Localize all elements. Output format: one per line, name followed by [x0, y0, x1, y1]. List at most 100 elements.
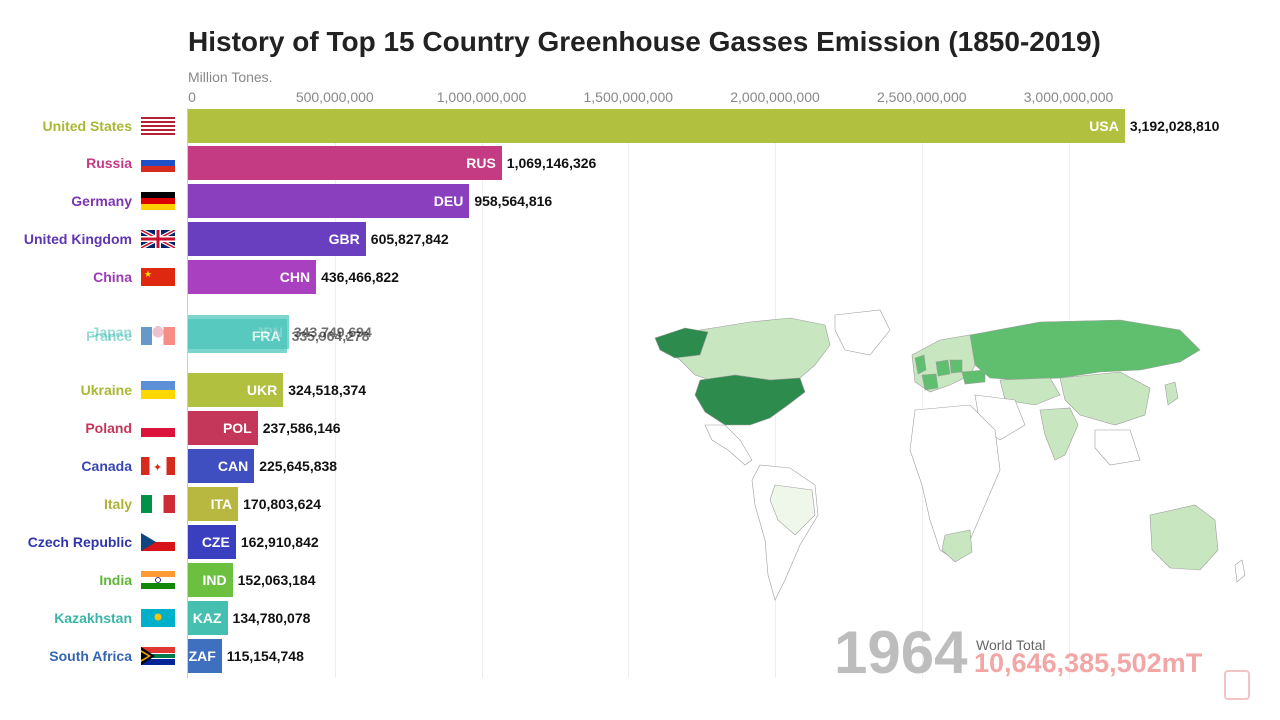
- map-russia: [969, 319, 1201, 381]
- flag-usa-icon: [141, 117, 175, 135]
- bar-code-label: USA: [1089, 118, 1119, 134]
- bar-value-label: 335,964,278: [291, 328, 370, 344]
- x-tick-label: 2,500,000,000: [876, 89, 967, 105]
- bar-can: CAN: [188, 449, 255, 483]
- bar-code-label: CAN: [217, 458, 249, 474]
- bar-value-label: 958,564,816: [474, 193, 553, 209]
- map-ukraine: [961, 369, 986, 385]
- bar-value-label: 134,780,078: [232, 610, 311, 626]
- flag-kazakhstan-icon: [141, 609, 175, 627]
- bar-ind: IND: [188, 563, 233, 597]
- map-kazakhstan: [999, 377, 1061, 406]
- bar-deu: DEU: [188, 184, 470, 218]
- country-label: Poland: [85, 420, 132, 436]
- country-label: Russia: [86, 155, 132, 171]
- bar-code-label: KAZ: [192, 610, 222, 626]
- bar-code-label: UKR: [246, 382, 278, 398]
- bar-value-label: 162,910,842: [240, 534, 319, 550]
- bar-code-label: POL: [222, 420, 252, 436]
- bar-value-label: 237,586,146: [262, 420, 341, 436]
- country-label: United States: [42, 118, 132, 134]
- map-uk: [914, 354, 927, 375]
- country-label: South Africa: [49, 648, 132, 664]
- bar-value-label: 605,827,842: [370, 231, 449, 247]
- x-tick-label: 1,000,000,000: [436, 89, 527, 105]
- map-mexico: [704, 424, 753, 466]
- flag-poland-icon: [141, 419, 175, 437]
- map-south-africa: [941, 529, 973, 563]
- bar-code-label: ZAF: [188, 648, 216, 664]
- flag-india-icon: [141, 571, 175, 589]
- world-total-label: World Total: [976, 637, 1046, 653]
- bar-value-label: 343,749,694: [293, 324, 372, 340]
- x-tick-label: 500,000,000: [295, 89, 374, 105]
- bar-rus: RUS: [188, 146, 502, 180]
- bar-fra: FRA: [188, 319, 287, 353]
- country-label: United Kingdom: [23, 231, 132, 247]
- bar-chn: CHN: [188, 260, 317, 294]
- bar-value-label: 436,466,822: [321, 269, 399, 285]
- x-tick-label: 2,000,000,000: [730, 89, 820, 105]
- country-label: Canada: [81, 458, 132, 474]
- bar-code-label: FRA: [251, 328, 281, 344]
- x-tick-label: 1,500,000,000: [583, 89, 674, 105]
- country-label: Japan: [91, 324, 132, 340]
- map-usa: [694, 374, 806, 426]
- bar-code-label: DEU: [433, 193, 464, 209]
- flag-uk-icon: [141, 230, 175, 248]
- bar-value-label: 115,154,748: [226, 648, 304, 664]
- gridline: [481, 108, 483, 678]
- country-label: Germany: [71, 193, 132, 209]
- country-label: Kazakhstan: [54, 610, 132, 626]
- bar-ukr: UKR: [188, 373, 284, 407]
- country-label: India: [99, 572, 132, 588]
- map-greenland: [834, 309, 891, 356]
- map-germany: [935, 359, 951, 377]
- country-label: Italy: [103, 496, 132, 512]
- bar-code-label: IND: [202, 572, 227, 588]
- bar-value-label: 225,645,838: [259, 458, 338, 474]
- flag-china-icon: ★: [141, 268, 175, 286]
- country-label: Ukraine: [80, 382, 132, 398]
- flag-russia-icon: [141, 154, 175, 172]
- flag-ukraine-icon: [141, 381, 175, 399]
- y-axis-line: [187, 108, 188, 678]
- bar-value-label: 324,518,374: [288, 382, 367, 398]
- bar-gbr: GBR: [188, 222, 366, 256]
- map-brazil: [769, 484, 816, 536]
- flag-canada-icon: ✦: [141, 457, 175, 475]
- world-total-value: 10,646,385,502mT: [974, 648, 1203, 678]
- bar-cze: CZE: [188, 525, 236, 559]
- map-australia: [1149, 504, 1219, 571]
- map-se-asia: [1094, 429, 1141, 466]
- bar-pol: POL: [188, 411, 258, 445]
- bar-usa: USA: [188, 109, 1125, 143]
- map-india: [1039, 407, 1079, 461]
- map-south-america: [751, 464, 819, 601]
- chart-title: History of Top 15 Country Greenhouse Gas…: [188, 26, 1101, 57]
- bar-value-label: 1,069,146,326: [506, 155, 597, 171]
- map-france: [921, 373, 939, 391]
- x-tick-label: 3,000,000,000: [1023, 89, 1114, 105]
- unit-label: Million Tones.: [188, 69, 273, 85]
- flag-italy-icon: [141, 495, 175, 513]
- bar-code-label: ITA: [210, 496, 233, 512]
- bar-code-label: CHN: [279, 269, 311, 285]
- map-new-zealand: [1234, 559, 1246, 583]
- flag-france-icon: [141, 327, 175, 345]
- world-map-icon: [654, 309, 1246, 601]
- gridline: [334, 108, 336, 678]
- svg-text:✦: ✦: [153, 462, 162, 474]
- map-china: [1059, 371, 1151, 426]
- bar-value-label: 3,192,028,810: [1129, 118, 1220, 134]
- bar-code-label: GBR: [328, 231, 360, 247]
- map-japan: [1164, 381, 1179, 406]
- flag-czech-icon: [141, 533, 175, 551]
- bar-zaf: ZAF: [188, 639, 222, 673]
- bar-ita: ITA: [188, 487, 239, 521]
- svg-text:★: ★: [144, 269, 152, 279]
- bar-code-label: CZE: [201, 534, 230, 550]
- logo-icon: [1224, 670, 1250, 700]
- bar-kaz: KAZ: [188, 601, 228, 635]
